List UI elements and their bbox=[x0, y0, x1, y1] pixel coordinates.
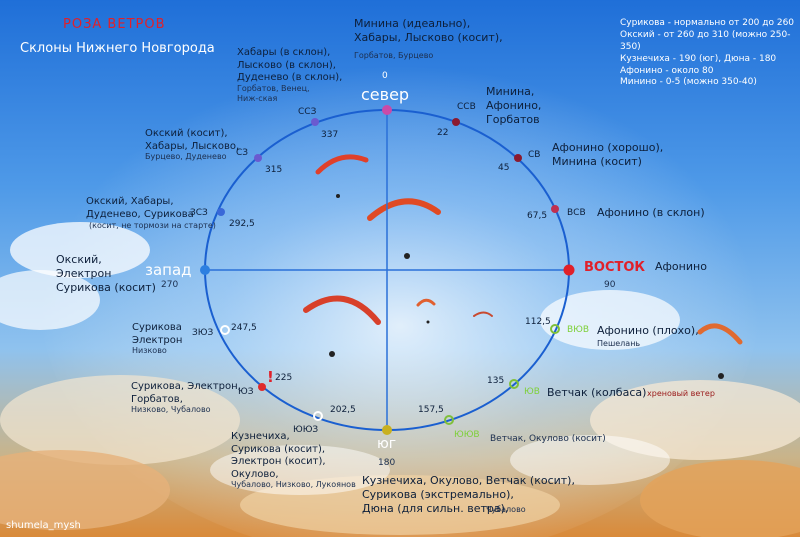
page-title: РОЗА ВЕТРОВ bbox=[63, 17, 166, 32]
legend-item: Окский - от 260 до 310 (можно 250-350) bbox=[620, 29, 791, 52]
cardinal-north: север bbox=[361, 85, 409, 104]
paraglider-canopy bbox=[367, 198, 441, 221]
slopes-nw-sub: Бурцево, Дуденево bbox=[145, 152, 227, 161]
marker-sw bbox=[258, 383, 266, 391]
slopes-north-sub: Горбатов, Бурцево bbox=[354, 51, 434, 60]
marker-nnw bbox=[311, 118, 319, 126]
slopes-ene: Афонино (в склон) bbox=[597, 206, 705, 219]
legend-item: Афонино - около 80 bbox=[620, 65, 714, 76]
deg-ne: 45 bbox=[498, 163, 509, 173]
slopes-wsw-sub: Низково bbox=[132, 346, 167, 355]
slopes-sw-sub: Низково, Чубалово bbox=[131, 405, 211, 414]
paraglider-canopy bbox=[473, 311, 493, 317]
abbr-sw: ЮЗ bbox=[238, 387, 254, 397]
deg-wnw: 292,5 bbox=[229, 219, 255, 229]
marker-wnw bbox=[217, 208, 225, 216]
marker-ese bbox=[550, 324, 560, 334]
slopes-nne: Минина, Афонино, Горбатов bbox=[486, 85, 542, 126]
legend: Сурикова - нормально от 200 до 260 Окски… bbox=[620, 18, 800, 89]
cardinal-east: ВОСТОК bbox=[584, 260, 645, 275]
cardinal-east-deg: 90 bbox=[604, 280, 616, 290]
slopes-wnw-sub: (косит, не тормози на старте) bbox=[89, 221, 216, 230]
marker-ne bbox=[514, 154, 522, 162]
slopes-se-note: хреновый ветер bbox=[647, 389, 715, 398]
slopes-west: Окский, Электрон Сурикова (косит) bbox=[56, 253, 156, 294]
slopes-south: Кузнечиха, Окулово, Ветчак (косит), Сури… bbox=[362, 474, 575, 515]
slopes-south-sub: Чубалово bbox=[486, 505, 526, 514]
slopes-nnw-sub: Горбатов, Венец, Ниж-ская bbox=[237, 84, 310, 103]
paraglider-canopy bbox=[315, 154, 369, 175]
page-subtitle: Склоны Нижнего Новгорода bbox=[20, 41, 215, 56]
cardinal-south: юг bbox=[377, 436, 396, 452]
abbr-nnw: ССЗ bbox=[298, 107, 317, 117]
deg-nw: 315 bbox=[265, 165, 282, 175]
slopes-ssw-sub: Чубалово, Низково, Лукоянов bbox=[231, 480, 356, 489]
deg-wsw: 247,5 bbox=[231, 323, 257, 333]
abbr-ese: ВЮВ bbox=[567, 325, 589, 335]
cardinal-west-deg: 270 bbox=[161, 280, 178, 290]
abbr-wnw: ЗСЗ bbox=[190, 208, 208, 218]
abbr-ne: СВ bbox=[528, 150, 540, 160]
slopes-ssw: Кузнечиха, Сурикова (косит), Электрон (к… bbox=[231, 431, 326, 480]
abbr-sse: ЮЮВ bbox=[454, 430, 480, 440]
marker-east bbox=[563, 264, 575, 276]
slopes-wnw: Окский, Хабары, Дуденево, Сурикова bbox=[86, 196, 194, 220]
paraglider-canopy bbox=[416, 298, 436, 307]
abbr-ene: ВСВ bbox=[567, 208, 586, 218]
watermark: shumela_mysh bbox=[6, 520, 81, 531]
marker-se bbox=[509, 379, 519, 389]
deg-nnw: 337 bbox=[321, 130, 338, 140]
marker-sse bbox=[444, 415, 454, 425]
slopes-nnw: Хабары (в склон), Лысково (в склон), Дуд… bbox=[237, 47, 343, 83]
slopes-se: Ветчак (колбаса) bbox=[547, 386, 647, 399]
deg-ssw: 202,5 bbox=[330, 405, 356, 415]
abbr-se: ЮВ bbox=[524, 387, 540, 397]
legend-item: Кузнечиха - 190 (юг), Дюна - 180 bbox=[620, 53, 777, 64]
deg-nne: 22 bbox=[437, 128, 448, 138]
slopes-sse: Ветчак, Окулово (косит) bbox=[490, 434, 606, 444]
marker-west bbox=[200, 265, 210, 275]
slopes-north: Минина (идеально), Хабары, Лысково (коси… bbox=[354, 17, 503, 44]
slopes-ese-sub: Пешелань bbox=[597, 339, 641, 348]
wind-rose: север 0 ВОСТОК 90 юг 180 запад 270 ССВ 2… bbox=[145, 71, 645, 468]
marker-north bbox=[382, 105, 392, 115]
marker-south bbox=[382, 425, 392, 435]
point-labels: ССВ 22 СВ 45 ВСВ 67,5 ВЮВ 112,5 ЮВ 135 Ю… bbox=[190, 102, 589, 440]
cardinal-west: запад bbox=[145, 261, 192, 279]
marker-nne bbox=[452, 118, 460, 126]
paraglider-canopy bbox=[303, 295, 381, 325]
deg-sse: 157,5 bbox=[418, 405, 444, 415]
slopes-ne: Афонино (хорошо), Минина (косит) bbox=[552, 141, 664, 168]
slopes-east: Афонино bbox=[655, 260, 707, 273]
abbr-nw: СЗ bbox=[236, 148, 248, 158]
slopes-sw: Сурикова, Электрон, Горбатов, bbox=[131, 381, 241, 405]
marker-wsw bbox=[220, 325, 230, 335]
marker-ssw bbox=[313, 411, 323, 421]
deg-se: 135 bbox=[487, 376, 504, 386]
slopes-wsw: Сурикова Электрон bbox=[132, 322, 183, 346]
legend-item: Сурикова - нормально от 200 до 260 bbox=[620, 18, 795, 28]
paragliders bbox=[303, 154, 743, 379]
marker-ene bbox=[551, 205, 559, 213]
deg-ese: 112,5 bbox=[525, 317, 551, 327]
deg-sw: 225 bbox=[275, 373, 292, 383]
cardinal-south-deg: 180 bbox=[378, 458, 395, 468]
slopes-nw: Окский (косит), Хабары, Лысково, bbox=[145, 128, 240, 152]
paraglider-canopy bbox=[697, 323, 743, 345]
slopes-ese: Афонино (плохо), bbox=[597, 324, 699, 337]
marker-nw bbox=[254, 154, 262, 162]
abbr-wsw: ЗЮЗ bbox=[192, 328, 213, 338]
abbr-ssw: ЮЮЗ bbox=[293, 425, 318, 435]
warning-mark: ! bbox=[267, 368, 274, 386]
abbr-nne: ССВ bbox=[457, 102, 476, 112]
deg-ene: 67,5 bbox=[527, 211, 547, 221]
clouds bbox=[0, 222, 800, 537]
cardinal-north-deg: 0 bbox=[382, 71, 388, 81]
legend-item: Минино - 0-5 (можно 350-40) bbox=[620, 77, 757, 88]
